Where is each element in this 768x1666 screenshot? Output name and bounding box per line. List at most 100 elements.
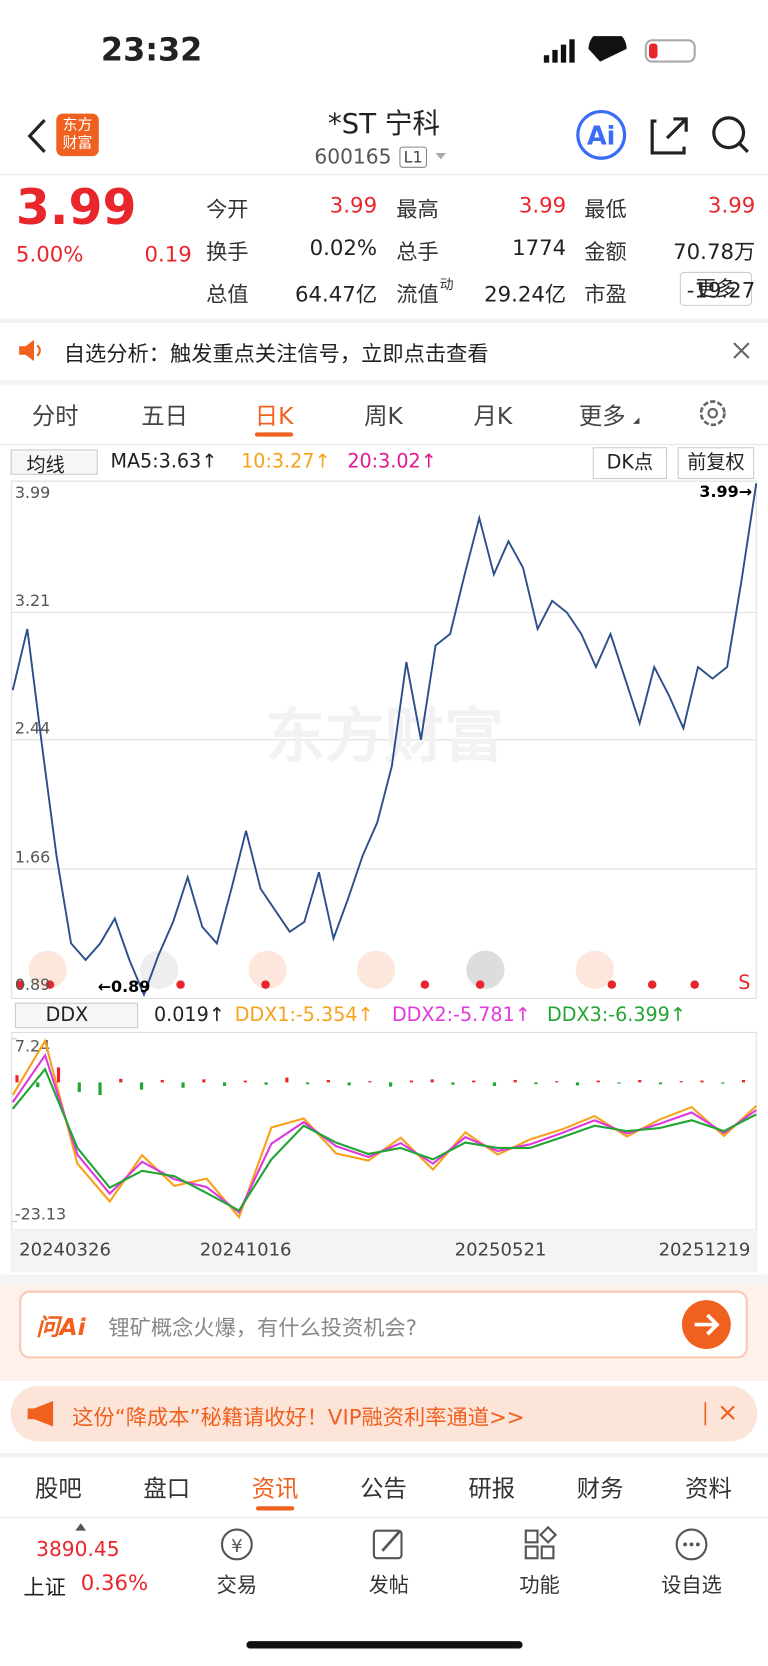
ddx-bar — [243, 1080, 247, 1083]
price: 3.99 — [15, 178, 137, 236]
ddx-bar — [492, 1082, 497, 1086]
ddx-bar — [56, 1067, 61, 1083]
info-tab[interactable]: 盘口 — [143, 1476, 191, 1504]
field-label: 总值 — [206, 281, 249, 307]
info-tab[interactable]: 资讯 — [251, 1476, 299, 1504]
ai-prompt[interactable]: 锂矿概念火爆，有什么投资机会? — [108, 1315, 418, 1341]
bottom-button[interactable]: 功能 — [519, 1574, 560, 1598]
ddx-bar — [15, 1075, 19, 1083]
price-line — [11, 483, 758, 998]
ddx-bar — [534, 1082, 538, 1085]
logo: 东方 财富 — [56, 113, 99, 157]
ma20: 20:3.02↑ — [347, 450, 437, 473]
watermark: 东方财富 — [266, 702, 504, 771]
close-icon[interactable] — [731, 340, 752, 361]
stock-title: *ST 宁科 — [327, 108, 441, 141]
period-tab[interactable]: 五日 — [141, 403, 189, 431]
ddx-bar — [347, 1082, 351, 1086]
field-value: 3.99 — [518, 192, 567, 218]
svg-text:Ai: Ai — [587, 121, 615, 151]
y-tick-label: 3.21 — [15, 591, 50, 610]
back-button[interactable] — [21, 115, 53, 157]
field-label: 最低 — [584, 196, 627, 222]
period-tab[interactable]: 日K — [254, 403, 294, 431]
bottom-icons: ¥ — [220, 1525, 708, 1561]
ddx-bar — [679, 1081, 683, 1083]
info-tab[interactable]: 公告 — [360, 1476, 407, 1504]
notice[interactable]: 自选分析：触发重点关注信号，立即点击查看 — [63, 340, 489, 367]
change: 0.19 — [144, 241, 192, 267]
ddx-bar — [596, 1080, 600, 1083]
change-pct: 5.00% — [15, 241, 84, 267]
tab-indicator — [254, 432, 294, 437]
index-name: 上证 — [23, 1574, 66, 1600]
chart-tools[interactable] — [15, 950, 699, 989]
ddx-bar — [472, 1080, 476, 1083]
dk-button[interactable]: DK点 — [592, 447, 668, 480]
ddx-bar — [119, 1078, 123, 1083]
period-tab[interactable]: 更多 — [578, 403, 626, 431]
home-indicator — [246, 1641, 523, 1649]
ddx-bar — [368, 1081, 372, 1083]
pe-sup: 动 — [439, 277, 454, 294]
bottom-button[interactable]: 设自选 — [661, 1574, 722, 1598]
y-tick-label: 2.44 — [15, 718, 50, 737]
field-label: 流值 — [396, 281, 439, 307]
info-tab[interactable]: 资料 — [685, 1476, 732, 1504]
header-actions[interactable]: Ai — [574, 108, 755, 163]
y-tick-label: 7.24 — [15, 1037, 50, 1056]
ddx-bar — [36, 1082, 40, 1088]
info-tab[interactable]: 股吧 — [35, 1476, 82, 1504]
ai-input[interactable] — [19, 1290, 748, 1359]
ma5: MA5:3.63↑ — [110, 450, 218, 473]
info-tab[interactable]: 财务 — [576, 1476, 624, 1504]
field-label: 市盈 — [584, 281, 627, 307]
ddx-select[interactable]: DDX — [14, 1002, 139, 1029]
ddx-bar — [575, 1082, 580, 1086]
ddx-bar — [741, 1079, 746, 1083]
field-value: 3.99 — [329, 192, 378, 218]
ddx3-label: DDX3:-6.399↑ — [547, 1003, 686, 1027]
y-tick-label: 1.66 — [15, 848, 50, 867]
speaker-icon — [19, 339, 41, 362]
ddx-bar — [160, 1079, 164, 1083]
ad-text[interactable]: 这份“降成本”秘籍请收好！VIP融资利率通道>> — [72, 1404, 525, 1430]
signal: S — [738, 971, 750, 994]
ddx-bar — [555, 1081, 559, 1083]
ai-send[interactable] — [681, 1299, 732, 1350]
period-tab[interactable]: 周K — [364, 403, 403, 431]
bottom-button[interactable]: 发帖 — [368, 1574, 409, 1598]
market-tag[interactable]: L1 — [399, 146, 427, 168]
bottom-button[interactable]: 交易 — [216, 1574, 258, 1598]
info-tab[interactable]: 研报 — [468, 1476, 516, 1504]
ad-close[interactable] — [701, 1400, 743, 1428]
ddx-bar — [181, 1082, 185, 1088]
field-value: 0.02% — [309, 234, 378, 261]
field-value: 64.47亿 — [295, 281, 378, 307]
ddx-bar — [202, 1079, 206, 1083]
ad-banner[interactable] — [10, 1386, 758, 1442]
ddx-bar — [409, 1080, 413, 1083]
ddx1-label: DDX1:-5.354↑ — [234, 1003, 374, 1027]
ma-select[interactable]: 均线 — [10, 449, 98, 477]
field-label: 最高 — [396, 196, 439, 222]
adjust-button[interactable]: 前复权 — [677, 447, 755, 480]
field-label: 换手 — [206, 238, 249, 265]
settings-icon[interactable] — [697, 397, 729, 429]
ddx2-label: DDX2:-5.781↑ — [391, 1003, 531, 1027]
field-value: 3.99 — [707, 192, 756, 218]
field-value: 29.24亿 — [484, 281, 567, 307]
period-tab[interactable]: 月K — [473, 403, 513, 431]
up-triangle — [75, 1523, 87, 1531]
ddx-line — [11, 1067, 757, 1212]
field-label: 今开 — [206, 196, 249, 222]
x-tick-label: 20240326 — [19, 1240, 111, 1261]
more-button[interactable]: 更多 — [679, 271, 753, 306]
ai-brand: 问Ai — [36, 1315, 86, 1342]
period-tab[interactable]: 分时 — [31, 403, 79, 431]
field-value: 1774 — [512, 234, 567, 261]
index-pct: 0.36% — [80, 1569, 149, 1596]
ddx-value: 0.019↑ — [154, 1003, 225, 1027]
ddx-bar — [326, 1079, 330, 1083]
